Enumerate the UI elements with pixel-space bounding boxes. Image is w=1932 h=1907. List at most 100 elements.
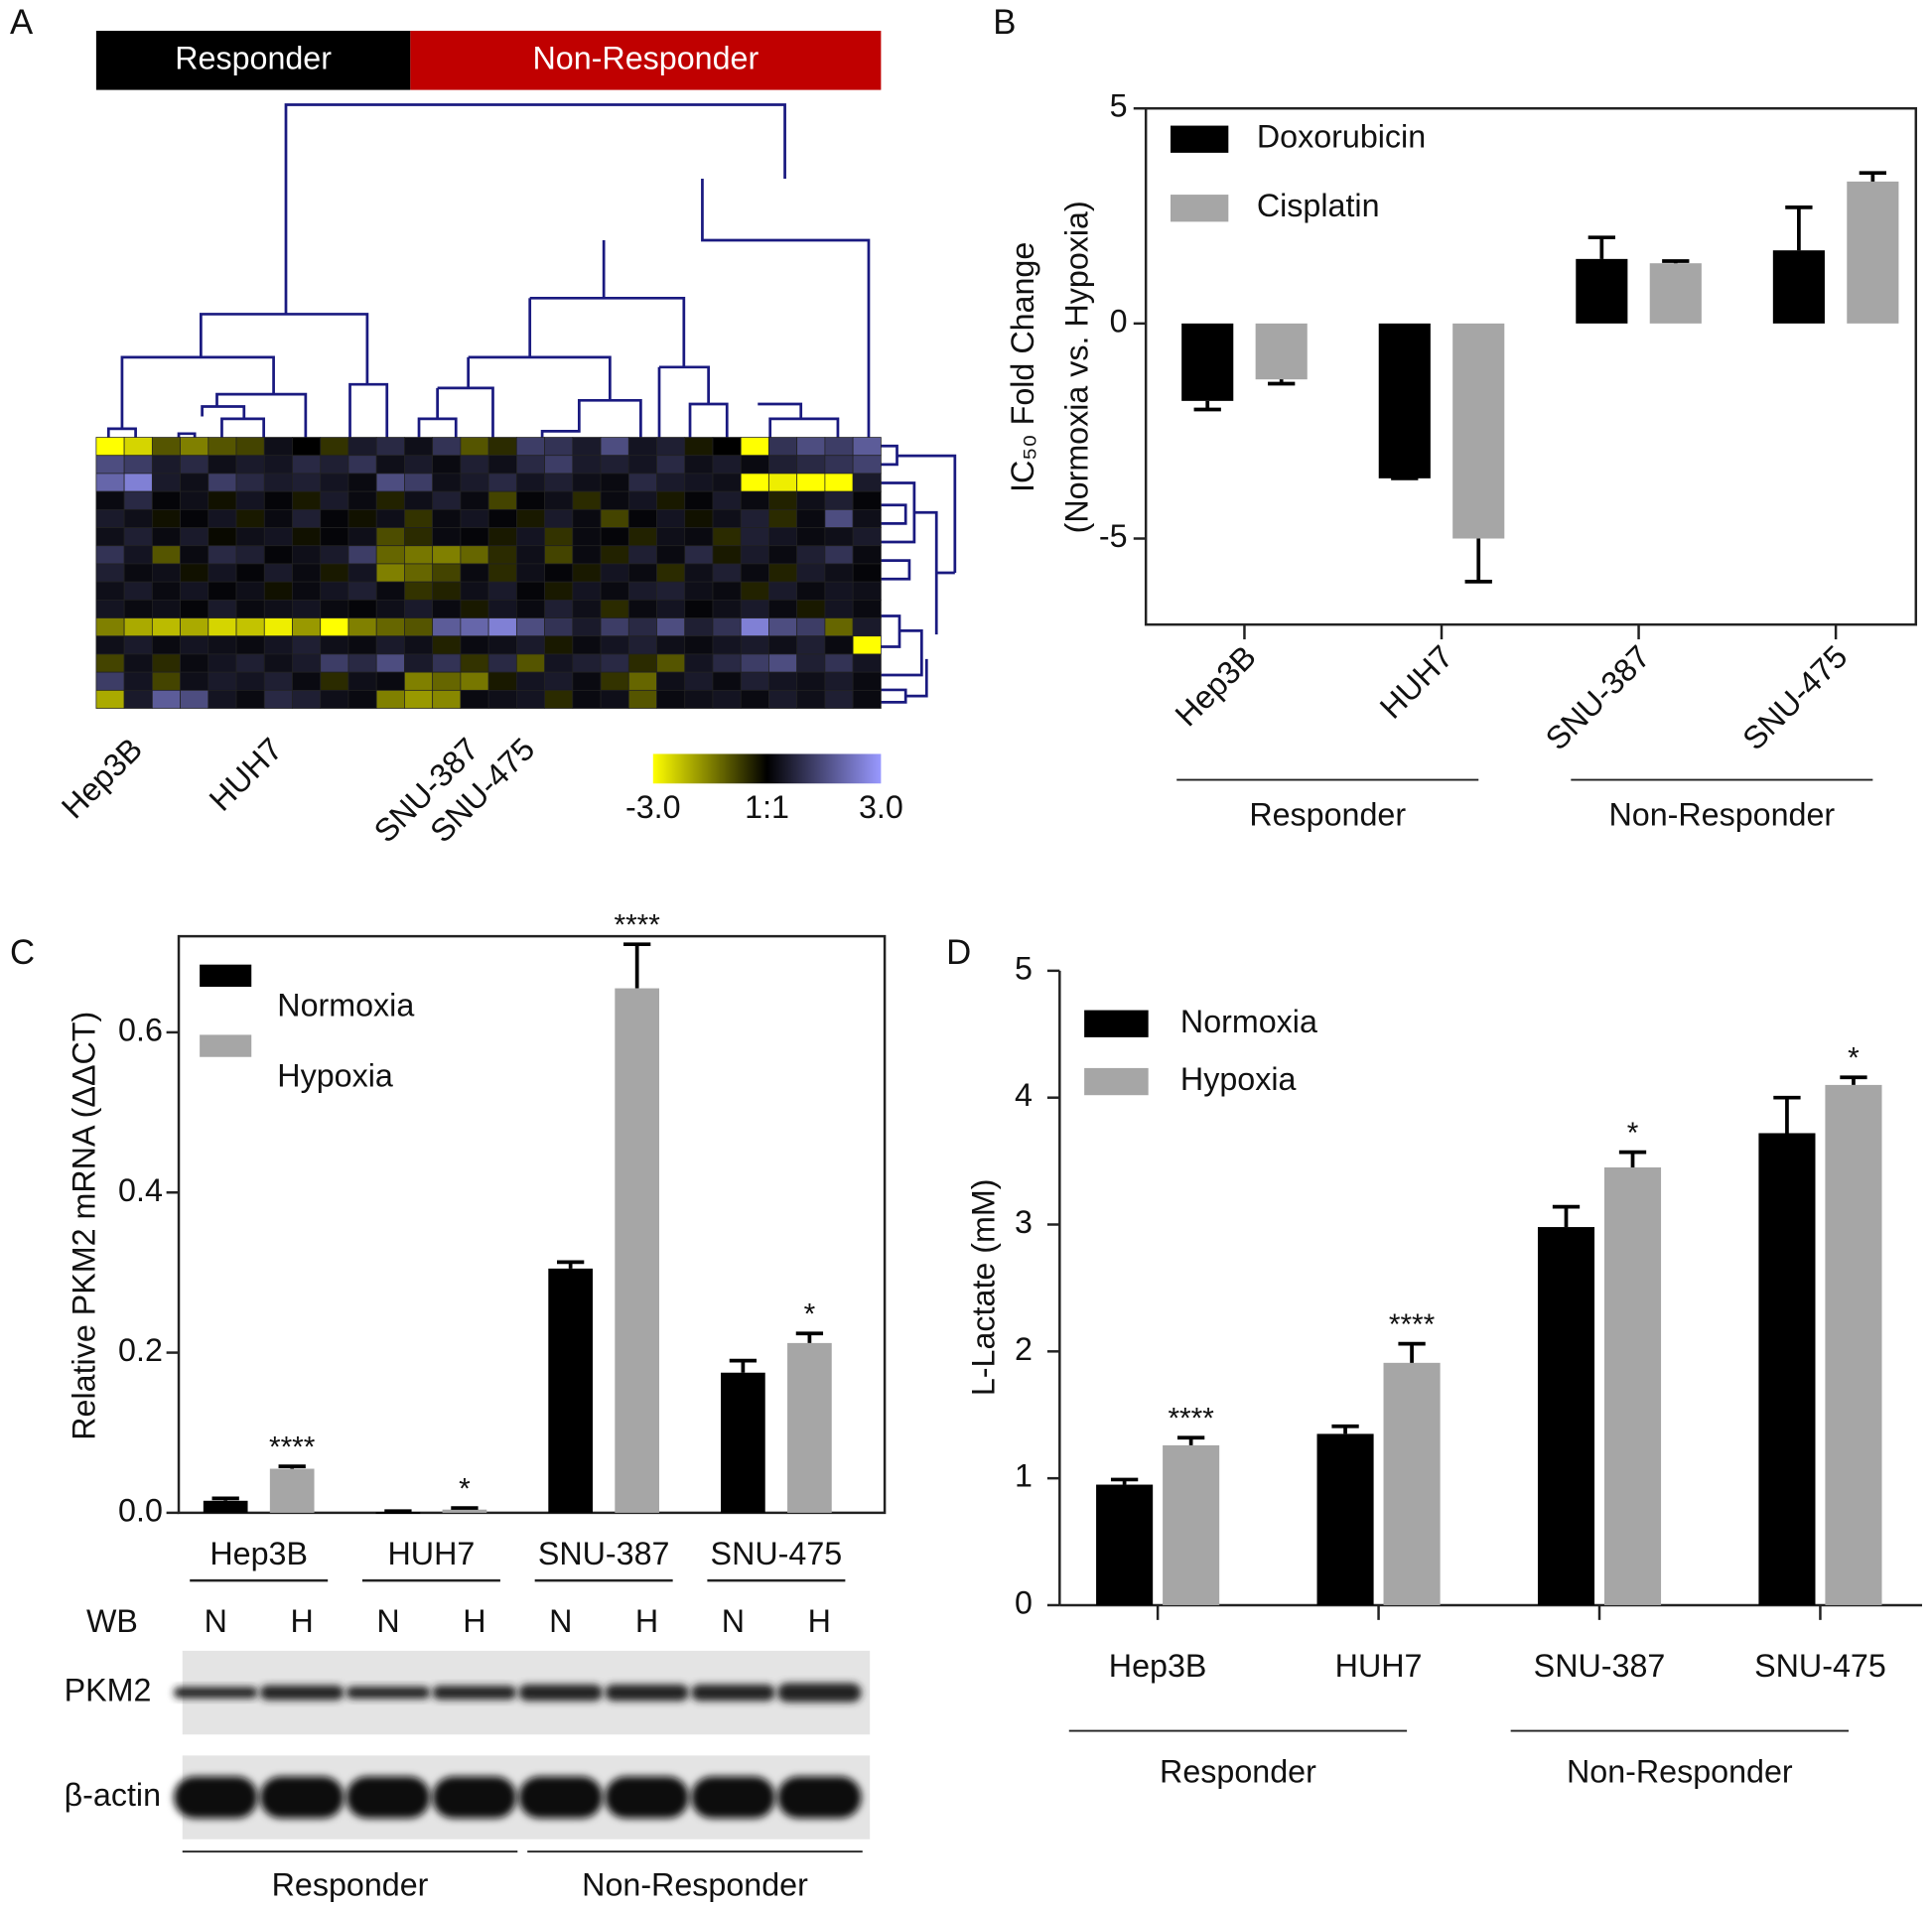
heatmap-cell [768,527,798,547]
lane-label: N [205,1603,227,1639]
error-bar [1859,171,1886,182]
blot-row-label: PKM2 [65,1673,152,1708]
heatmap-cell [740,455,769,475]
heatmap-cell [796,563,826,583]
heatmap-cell [123,563,153,583]
heatmap-cell [292,581,322,601]
heatmap-cell [207,473,237,492]
heatmap-cell [824,635,854,655]
heatmap-cell [796,455,826,475]
heatmap-cell [487,527,517,547]
heatmap-cell [796,689,826,709]
heatmap-cell [852,490,882,510]
heatmap-cell [207,563,237,583]
heatmap-cell [600,635,629,655]
heatmap-cell [515,617,545,637]
heatmap-cell [292,653,322,673]
heatmap-cell [347,599,377,618]
heatmap-cell [824,473,854,492]
heatmap-cell [487,653,517,673]
heatmap-cell [95,455,125,475]
heatmap-cell [544,635,574,655]
bar [787,1342,832,1513]
heatmap-cell [180,581,209,601]
y-tick-label: 1 [1015,1458,1033,1494]
heatmap-cell [852,527,882,547]
heatmap-cell [656,490,686,510]
heatmap-cell [768,508,798,528]
heatmap-cell [207,617,237,637]
heatmap-cell [656,437,686,457]
heatmap-cell [740,563,769,583]
heatmap-cell [151,635,181,655]
bar [1383,1362,1441,1605]
legend-swatch [1170,125,1229,153]
heatmap-cell [684,545,714,565]
error-bar [1331,1424,1359,1434]
heatmap-cell [796,527,826,547]
heatmap-cell [151,473,181,492]
bar [203,1500,248,1513]
heatmap-cell [460,689,489,709]
heatmap-cell [824,689,854,709]
group-label: Responder [1160,1753,1316,1789]
heatmap-cell [627,617,657,637]
heatmap-cell [515,671,545,691]
legend-label: Normoxia [277,988,414,1023]
heatmap-cell [320,599,349,618]
heatmap-cell [151,671,181,691]
heatmap-cell [235,473,265,492]
group-label: Non-Responder [582,1867,808,1903]
y-axis-label: Relative PKM2 mRNA (ΔΔCT) [66,1012,101,1440]
heatmap-cell [151,490,181,510]
blot-band [432,1776,517,1819]
heatmap-cell [123,599,153,618]
error-bar [1176,1435,1205,1445]
heatmap-cell [347,635,377,655]
plot-frame [177,934,887,1515]
heatmap-cell [852,473,882,492]
heatmap-cell [123,671,153,691]
bar [1181,323,1234,401]
heatmap-cell [404,545,434,565]
heatmap-cell [852,635,882,655]
heatmap-cell [544,671,574,691]
heatmap-cell [712,437,742,457]
heatmap-cell [404,599,434,618]
y-tick-label: 0 [1110,303,1128,339]
heatmap-cell [123,635,153,655]
heatmap-cell [627,563,657,583]
heatmap-cell [235,508,265,528]
heatmap-cell [487,671,517,691]
heatmap-cell [852,671,882,691]
heatmap-cell [404,653,434,673]
heatmap-cell [347,689,377,709]
heatmap-cell [852,599,882,618]
heatmap-cell [572,437,602,457]
error-bar [729,1358,758,1373]
legend-label: Hypoxia [1180,1061,1297,1097]
heatmap-cell [263,473,293,492]
heatmap-cell [123,653,153,673]
legend-label: Normoxia [1180,1004,1317,1039]
bar [269,1468,315,1513]
heatmap-cell [824,437,854,457]
heatmap-cell [432,635,462,655]
heatmap-cell [768,473,798,492]
heatmap-cell [292,508,322,528]
heatmap-cell [375,490,405,510]
heatmap-cell [768,545,798,565]
heatmap-cell [320,490,349,510]
heatmap-cell [180,490,209,510]
error-bar [623,942,651,989]
error-bar [1773,1095,1801,1134]
heatmap-cell [123,689,153,709]
heatmap-cell [600,455,629,475]
heatmap-cell [712,455,742,475]
heatmap-cell [347,653,377,673]
heatmap-cell [824,599,854,618]
heatmap-cell [320,455,349,475]
heatmap-cell [292,563,322,583]
heatmap-cell [627,671,657,691]
heatmap-cell [432,563,462,583]
